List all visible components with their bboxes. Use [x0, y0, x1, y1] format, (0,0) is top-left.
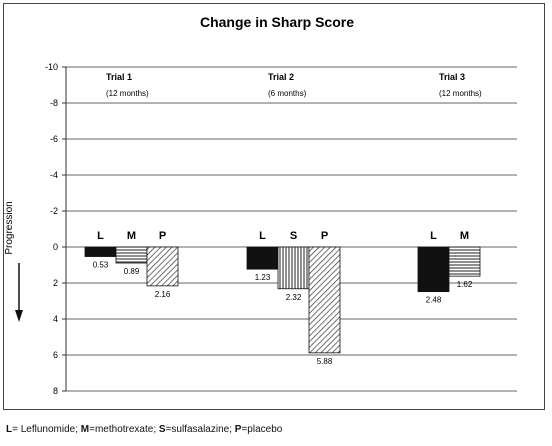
- bar: [417, 246, 450, 293]
- y-tick-label: 2: [53, 278, 58, 288]
- y-tick-label: -4: [50, 170, 58, 180]
- progression-arrow-head: [15, 310, 23, 322]
- bar-value-label: 1.23: [255, 273, 271, 282]
- trial-duration: (12 months): [106, 89, 149, 98]
- footnote: L= Leflunomide; M=methotrexate; S=sulfas…: [6, 424, 282, 435]
- chart-title: Change in Sharp Score: [200, 14, 354, 30]
- bar-category-label: L: [259, 230, 266, 242]
- labels: Trial 1 (12 months) L 0.53 M 0.89 P 2.16 Trial 2…: [93, 72, 482, 366]
- bar-value-label: 2.32: [286, 293, 302, 302]
- bar-value-label: 2.48: [426, 296, 442, 305]
- y-tick-label: 4: [53, 314, 58, 324]
- bar: [246, 246, 279, 270]
- bar-category-label: L: [97, 230, 104, 242]
- chart-frame: [3, 3, 545, 410]
- bar-value-label: 5.88: [317, 357, 333, 366]
- bar-value-label: 1.62: [457, 280, 473, 289]
- bar-value-label: 0.53: [93, 261, 109, 270]
- trial-name: Trial 1: [106, 72, 132, 82]
- bar-category-label: P: [159, 230, 166, 242]
- footnote-l-text: = Leflunomide;: [12, 424, 81, 435]
- bar: [146, 246, 179, 287]
- trial-duration: (6 months): [268, 89, 307, 98]
- y-tick-label: 8: [53, 386, 58, 396]
- y-axis: -10 -8 -6 -4 -2 0 2 4 6 8: [45, 62, 67, 396]
- trial-duration: (12 months): [439, 89, 482, 98]
- bar-value-label: 2.16: [155, 290, 171, 299]
- footnote-p-key: P: [234, 424, 242, 435]
- y-tick-label: 0: [53, 242, 58, 252]
- bar: [84, 246, 117, 257]
- bar: [448, 246, 481, 277]
- bar-category-label: L: [430, 230, 437, 242]
- y-tick-label: -10: [45, 62, 58, 72]
- y-axis-label: Progression: [4, 201, 15, 254]
- gridlines: [66, 66, 517, 392]
- trial-name: Trial 2: [268, 72, 294, 82]
- footnote-s-text: =sulfasalazine;: [165, 424, 235, 435]
- footnote-s-key: S: [158, 424, 166, 435]
- bar-category-label: M: [127, 230, 136, 242]
- bar-category-label: S: [290, 230, 297, 242]
- footnote-p-text: =placebo: [241, 424, 283, 435]
- bar: [277, 246, 310, 290]
- y-tick-label: -2: [50, 206, 58, 216]
- bar: [308, 246, 341, 354]
- bar: [115, 246, 148, 264]
- bars: [84, 246, 481, 354]
- y-tick-label: -8: [50, 98, 58, 108]
- progression-axis-label: Progression: [4, 201, 23, 322]
- footnote-m-text: =methotrexate;: [89, 424, 159, 435]
- bar-value-label: 0.89: [124, 267, 140, 276]
- bar-category-label: P: [321, 230, 328, 242]
- footnote-m-key: M: [80, 424, 90, 435]
- footnote-l-key: L: [6, 424, 13, 435]
- bar-category-label: M: [460, 230, 469, 242]
- trial-name: Trial 3: [439, 72, 465, 82]
- y-tick-label: 6: [53, 350, 58, 360]
- y-tick-label: -6: [50, 134, 58, 144]
